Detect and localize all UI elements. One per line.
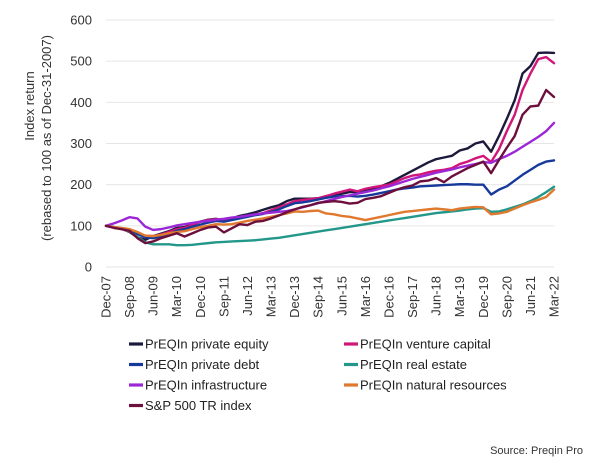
series-line-preqin-natural-resources (104, 188, 556, 238)
x-tick-label-Dec-19: Dec-19 (476, 276, 491, 318)
y-axis-ticks: 0 100 200 300 400 500 600 (70, 13, 92, 275)
legend-label: S&P 500 TR index (145, 398, 252, 413)
x-tick-label-Dec-07: Dec-07 (99, 276, 114, 318)
y-tick-label-600: 600 (70, 13, 92, 28)
legend-item-preqin-private-equity: PrEQIn private equity (129, 337, 269, 352)
x-tick-label-Jun-15: Jun-15 (334, 276, 349, 316)
legend: PrEQIn private equity PrEQIn private debt… (129, 337, 507, 413)
x-tick-label-Jun-18: Jun-18 (429, 276, 444, 316)
x-tick-label-Sep-14: Sep-14 (311, 276, 326, 318)
y-axis-title: Index return (rebased to 100 as of Dec-3… (22, 35, 54, 241)
x-tick-label-Sep-20: Sep-20 (499, 276, 514, 318)
x-tick-label-Sep-11: Sep-11 (216, 276, 231, 317)
x-tick-label-Dec-10: Dec-10 (193, 276, 208, 318)
y-tick-label-400: 400 (70, 95, 92, 110)
x-tick-label-Mar-19: Mar-19 (452, 276, 467, 317)
y-axis-title-sub: (rebased to 100 as of Dec-31-2007) (39, 35, 54, 241)
x-tick-label-Jun-12: Jun-12 (240, 276, 255, 316)
series-line-s-p-500-tr-index (104, 88, 556, 245)
x-tick-label-Mar-10: Mar-10 (169, 276, 184, 317)
legend-label: PrEQIn real estate (360, 357, 467, 372)
x-tick-label-Mar-16: Mar-16 (358, 276, 373, 317)
legend-label: PrEQIn natural resources (360, 378, 507, 393)
y-tick-label-200: 200 (70, 177, 92, 192)
series-line-preqin-private-debt (104, 159, 556, 240)
legend-item-preqin-infrastructure: PrEQIn infrastructure (129, 378, 267, 393)
legend-label: PrEQIn infrastructure (145, 378, 267, 393)
x-tick-label-Mar-22: Mar-22 (547, 276, 562, 317)
legend-item-s-p-500-tr-index: S&P 500 TR index (129, 398, 252, 413)
y-tick-label-300: 300 (70, 136, 92, 151)
x-axis-ticks: Dec-07 Sep-08 Jun-09 Mar-10 Dec-10 Sep-11 Jun-… (99, 276, 562, 318)
x-tick-label-Sep-08: Sep-08 (122, 276, 137, 318)
y-tick-label-100: 100 (70, 218, 92, 233)
y-tick-label-500: 500 (70, 54, 92, 69)
x-tick-label-Sep-17: Sep-17 (405, 276, 420, 318)
legend-item-preqin-real-estate: PrEQIn real estate (344, 357, 467, 372)
x-tick-label-Jun-21: Jun-21 (523, 276, 538, 316)
legend-item-preqin-venture-capital: PrEQIn venture capital (344, 337, 491, 352)
legend-label: PrEQIn venture capital (360, 337, 491, 352)
legend-item-preqin-natural-resources: PrEQIn natural resources (344, 378, 507, 393)
x-tick-label-Mar-13: Mar-13 (264, 276, 279, 317)
x-tick-label-Jun-09: Jun-09 (146, 276, 161, 316)
y-axis-title-main: Index return (22, 71, 37, 140)
legend-label: PrEQIn private debt (145, 357, 260, 372)
source-note: Source: Preqin Pro (490, 445, 583, 457)
legend-item-preqin-private-debt: PrEQIn private debt (129, 357, 260, 372)
x-tick-label-Dec-16: Dec-16 (381, 276, 396, 318)
legend-label: PrEQIn private equity (145, 337, 269, 352)
series-lines (104, 51, 556, 247)
series-line-preqin-venture-capital (104, 55, 556, 238)
x-tick-label-Dec-13: Dec-13 (287, 276, 302, 318)
y-tick-label-0: 0 (85, 260, 92, 275)
series-line-preqin-real-estate (104, 185, 556, 247)
